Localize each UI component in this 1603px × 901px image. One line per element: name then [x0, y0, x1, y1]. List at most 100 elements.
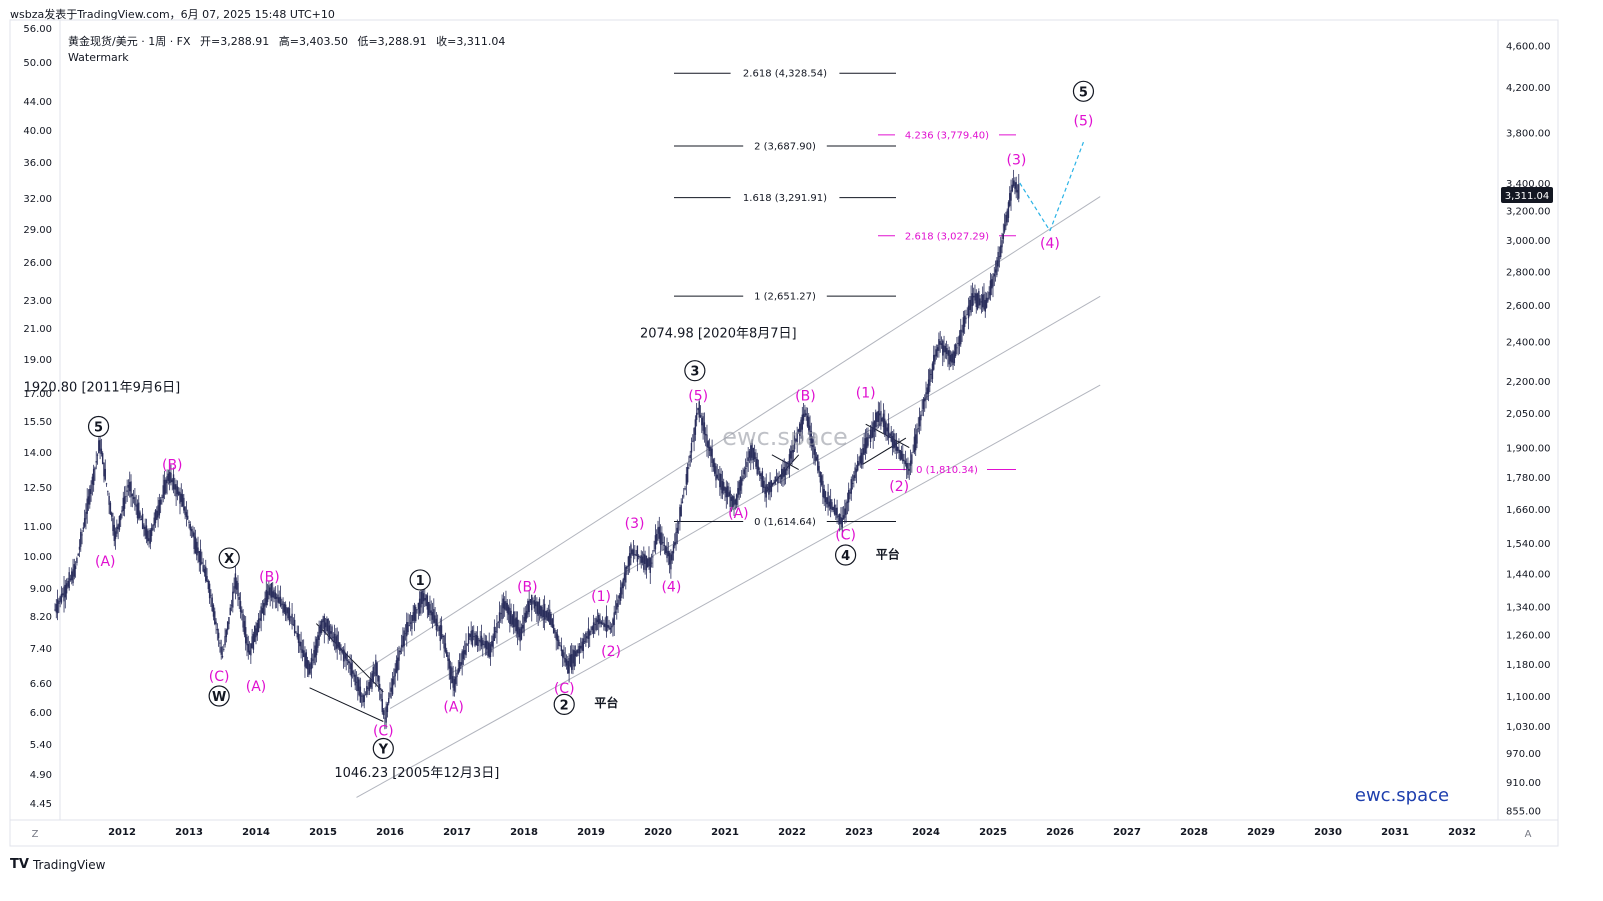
candle-body — [238, 597, 240, 600]
candle-body — [934, 354, 936, 362]
trend-channels[interactable] — [309, 196, 1101, 798]
candle-body — [127, 484, 130, 488]
fib-extensions[interactable]: 2.618 (4,328.54) 2 (3,687.90) 1.618 (3,291… — [674, 69, 1016, 528]
candle-body — [341, 650, 344, 653]
candle-body — [938, 339, 940, 351]
axis-corner-left[interactable]: Z — [32, 829, 39, 840]
forecast-segment[interactable] — [1049, 141, 1085, 232]
candle-body — [265, 589, 268, 606]
candle-body — [913, 436, 916, 452]
candle-body — [131, 494, 134, 497]
candle-body — [524, 612, 526, 622]
candle-body — [386, 703, 389, 713]
candle-body — [819, 471, 822, 483]
left-axis-tick: 12.50 — [23, 483, 52, 494]
wedge-line[interactable] — [309, 687, 384, 722]
candle-body — [775, 479, 778, 481]
time-axis-tick: 2014 — [242, 827, 270, 838]
candle-body — [344, 651, 346, 659]
candle-body — [456, 672, 458, 678]
candle-body — [556, 634, 559, 641]
candle-body — [167, 473, 170, 481]
candle-body — [814, 448, 816, 461]
candle-body — [416, 609, 418, 611]
candle-body — [483, 643, 485, 645]
candle-body — [801, 414, 804, 430]
candle-body — [966, 314, 968, 316]
time-axis[interactable]: 2012 2013 2014 2015 2016 2017 2018 2019 2020 2021… — [108, 827, 1476, 838]
candle-body — [324, 622, 327, 628]
candle-body — [927, 379, 930, 394]
candle-body — [823, 489, 825, 499]
candle-body — [782, 468, 784, 478]
candle-body — [761, 471, 764, 488]
candle-body — [170, 472, 172, 483]
candle-body — [300, 641, 302, 651]
right-axis-tick: 2,050.00 — [1506, 409, 1551, 420]
candle-body — [917, 428, 919, 430]
candle-body — [391, 678, 394, 695]
channel-line[interactable] — [389, 295, 1101, 710]
candle-body — [147, 530, 149, 542]
candle-body — [914, 434, 917, 451]
candle-body — [254, 625, 256, 642]
forecast-segment[interactable] — [1019, 182, 1051, 232]
candle-body — [833, 504, 836, 515]
candle-body — [286, 608, 288, 614]
right-price-axis[interactable]: 4,600.00 4,200.00 3,800.00 3,400.00 3,200.00… — [1506, 42, 1551, 818]
forecast-path[interactable] — [1019, 141, 1085, 232]
candle-body — [726, 486, 729, 497]
candle-body — [279, 596, 282, 607]
candle-body — [832, 506, 834, 511]
candle-body — [74, 565, 77, 570]
candle-body — [358, 679, 360, 695]
right-axis-tick: 1,900.00 — [1506, 444, 1551, 455]
candle-body — [67, 581, 69, 587]
time-axis-tick: 2016 — [376, 827, 404, 838]
candle-body — [453, 679, 456, 691]
channel-line[interactable] — [356, 196, 1101, 677]
candle-body — [354, 674, 356, 686]
candle-body — [71, 571, 73, 581]
left-price-axis[interactable]: 56.00 50.00 44.00 40.00 36.00 32.00 29.00 26.00… — [23, 24, 52, 810]
candle-body — [559, 645, 561, 647]
candle-body — [500, 613, 502, 615]
time-axis-tick: 2012 — [108, 827, 136, 838]
candle-body — [330, 631, 332, 634]
legend-title: 黄金现货/美元 · 1周 · FX 开=3,288.91 高=3,403.50 … — [68, 34, 505, 48]
candle-body — [944, 345, 947, 353]
candle-body — [845, 502, 847, 515]
candle-body — [543, 603, 546, 620]
candle-body — [665, 545, 667, 554]
candle-body — [659, 532, 662, 545]
candle-body — [641, 556, 644, 563]
candle-body — [293, 619, 296, 634]
high-label: 高= — [279, 34, 299, 48]
candle-body — [694, 419, 697, 435]
candle-body — [470, 630, 472, 642]
left-axis-tick: 23.00 — [23, 296, 52, 307]
tradingview-logo[interactable]: TV TradingView — [10, 857, 105, 872]
candle-body — [702, 416, 704, 431]
candle-body — [756, 459, 758, 475]
candle-body — [233, 586, 235, 593]
candle-body — [443, 635, 445, 649]
axis-corner-right[interactable]: A — [1525, 829, 1532, 840]
candle-body — [76, 558, 78, 564]
candle-body — [783, 467, 785, 477]
candle-body — [381, 699, 383, 713]
candle-body — [979, 298, 981, 306]
price-chart[interactable]: 56.0050.0044.0040.0036.0032.0029.0026.00… — [0, 0, 1603, 850]
candle-body — [533, 600, 536, 609]
candle-body — [975, 293, 977, 308]
candle-body — [413, 605, 416, 621]
left-axis-tick: 14.00 — [23, 448, 52, 459]
candle-body — [699, 415, 702, 418]
candle-body — [287, 607, 289, 619]
candle-body — [628, 553, 631, 566]
wave-label-primary: 2 — [560, 698, 569, 713]
channel-line[interactable] — [356, 384, 1101, 798]
candle-body — [820, 475, 823, 485]
candle-body — [969, 299, 971, 311]
candle-body — [406, 622, 408, 637]
